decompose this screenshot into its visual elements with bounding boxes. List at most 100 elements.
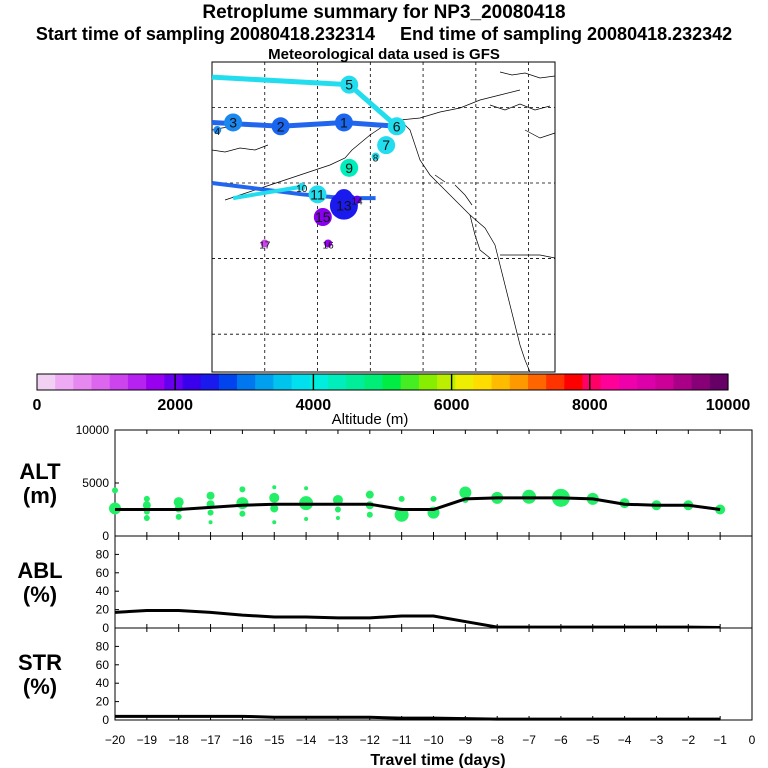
x-tick-label: −2 (681, 733, 695, 747)
x-tick-label: −1 (713, 733, 727, 747)
panel-ylabel: (%) (23, 582, 57, 607)
coastline-segment (434, 174, 446, 183)
altitude-dot (269, 492, 280, 503)
x-tick-label: −18 (169, 733, 190, 747)
panel-series-line (115, 714, 721, 721)
plume-marker-label: 5 (345, 77, 353, 93)
plume-marker-label: 4 (214, 127, 220, 138)
colorbar-swatch (164, 374, 184, 390)
map-panel: 1234567891011121314151617 (211, 61, 556, 373)
colorbar-tick-label: 2000 (157, 397, 193, 414)
x-tick-label: −13 (328, 733, 349, 747)
colorbar-swatch (200, 374, 220, 390)
altitude-dot (459, 486, 472, 499)
x-tick-label: −9 (459, 733, 473, 747)
plume-marker (340, 158, 359, 177)
colorbar-swatch (291, 374, 311, 390)
plume-marker-label: 3 (229, 114, 237, 130)
y-tick-label: 80 (96, 639, 110, 653)
colorbar-swatch (600, 374, 620, 390)
altitude-dot (175, 513, 182, 520)
plume-path-mid (211, 119, 397, 129)
colorbar-swatch (55, 374, 74, 390)
figure-title: Retroplume summary for NP3_20080418 (202, 2, 566, 23)
panel-ylabel: (m) (23, 483, 57, 508)
plume-marker-label: 13 (336, 198, 352, 214)
colorbar-swatch (309, 374, 329, 390)
plume-marker (387, 117, 406, 136)
plume-marker-label: 11 (310, 186, 325, 202)
altitude-dot (112, 487, 118, 494)
panel-frame (114, 429, 753, 537)
altitude-dot (208, 520, 213, 525)
plume-marker (340, 75, 359, 94)
panel-ylabel: (%) (23, 674, 57, 699)
y-tick-label: 0 (102, 621, 109, 635)
met-data-label: Meteorological data used is GFS (268, 46, 500, 63)
colorbar-swatch (527, 374, 547, 390)
plume-marker-label: 17 (259, 240, 271, 251)
colorbar-swatch (182, 374, 202, 390)
coastline-segment (224, 89, 521, 201)
plume-marker-label: 9 (345, 160, 353, 176)
coastline-segment (499, 71, 556, 79)
altitude-dot (394, 507, 409, 522)
colorbar-swatch (346, 374, 365, 390)
colorbar-tick-label: 6000 (434, 397, 470, 414)
altitude-dot (272, 485, 277, 490)
panel-series-line (115, 496, 721, 511)
altitude-dot (239, 486, 246, 493)
plume-marker (371, 152, 380, 161)
x-tick-label: −8 (490, 733, 504, 747)
altitude-dot (206, 491, 215, 500)
colorbar-swatch (146, 374, 165, 390)
colorbar-swatch (109, 374, 129, 390)
y-tick-label: 60 (96, 658, 110, 672)
colorbar-tick-label: 10000 (706, 397, 751, 414)
map-frame (211, 61, 556, 373)
y-tick-label: 20 (96, 603, 110, 617)
altitude-dot (143, 495, 150, 502)
coastline-segment (469, 214, 491, 259)
plume-marker (271, 117, 290, 136)
end-time-label: End time of sampling 20080418.232342 (400, 24, 733, 44)
colorbar-swatch (327, 374, 347, 390)
colorbar-swatch (237, 374, 256, 390)
plume-marker (224, 113, 243, 132)
plume-marker (324, 239, 333, 248)
plume-marker-label: 10 (296, 184, 308, 195)
coastline-segment (524, 129, 556, 139)
plume-marker (377, 136, 396, 155)
coastline-segment (489, 103, 551, 111)
x-tick-label: −6 (554, 733, 568, 747)
coastline-segment (500, 254, 556, 259)
panel-frame (114, 535, 753, 629)
colorbar-xlabel: Altitude (m) (332, 411, 409, 428)
colorbar-tick-label: 8000 (572, 397, 608, 414)
colorbar-swatch (73, 374, 93, 390)
colorbar-swatch (91, 374, 111, 390)
x-tick-label: −19 (137, 733, 158, 747)
x-tick-label: −12 (360, 733, 381, 747)
time-series-panels: 1000050000ALT(m)020406080ABL(%)020406080… (17, 423, 755, 747)
plume-marker (313, 208, 332, 226)
altitude-dot (143, 514, 150, 521)
travel-time-xlabel: Travel time (days) (370, 752, 505, 768)
panel-ylabel: ALT (19, 459, 61, 484)
plume-marker-label: 15 (315, 209, 331, 225)
x-tick-label: −20 (105, 733, 126, 747)
x-tick-label: −7 (522, 733, 536, 747)
colorbar-tick-label: 0 (33, 397, 42, 414)
colorbar-swatch (473, 374, 493, 390)
colorbar-swatch (273, 374, 293, 390)
x-tick-label: −10 (423, 733, 444, 747)
plume-path-west (232, 184, 303, 201)
altitude-dot (173, 497, 184, 508)
altitude-colorbar: 0 2000 4000 6000 8000 10000 (33, 373, 751, 414)
colorbar-swatch (37, 374, 56, 390)
altitude-dot (239, 510, 246, 517)
plume-marker-label: 2 (277, 118, 285, 134)
colorbar-swatch (255, 374, 274, 390)
colorbar-swatch (637, 374, 656, 390)
